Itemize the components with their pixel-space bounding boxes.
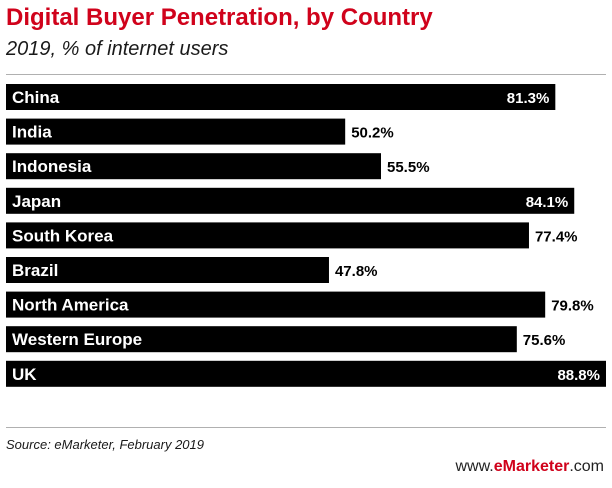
value-label: 88.8% <box>557 367 600 384</box>
value-label: 55.5% <box>387 159 430 176</box>
bar-south-korea <box>6 222 529 249</box>
value-label: 50.2% <box>351 125 394 142</box>
category-label: China <box>12 88 60 107</box>
top-divider <box>6 74 606 75</box>
category-label: Indonesia <box>12 157 92 176</box>
category-label: India <box>12 123 52 142</box>
category-label: UK <box>12 365 37 384</box>
bottom-divider <box>6 427 606 428</box>
chart-subtitle: 2019, % of internet users <box>6 38 229 60</box>
value-label: 77.4% <box>535 228 578 245</box>
value-label: 79.8% <box>551 298 594 315</box>
value-label: 81.3% <box>507 90 550 107</box>
brand-url: www.eMarketer.com <box>455 458 604 476</box>
value-label: 47.8% <box>335 263 378 280</box>
chart-title: Digital Buyer Penetration, by Country <box>6 4 433 31</box>
bar-brazil <box>6 257 329 283</box>
brand-suffix: .com <box>569 458 604 475</box>
category-label: Japan <box>12 192 61 211</box>
bar-western-europe <box>6 326 517 353</box>
bar-indonesia <box>6 153 381 180</box>
category-label: North America <box>12 296 129 315</box>
source-note: Source: eMarketer, February 2019 <box>6 437 204 452</box>
category-label: South Korea <box>12 226 114 245</box>
category-label: Brazil <box>12 261 58 280</box>
bar-china <box>6 84 556 110</box>
bar-chart: China 81.3% India 50.2% Indonesia 55.5% Japan 8… <box>6 84 606 387</box>
bar-north-america <box>6 291 546 318</box>
value-label: 84.1% <box>526 194 569 211</box>
brand-prefix: www. <box>455 458 494 475</box>
category-label: Western Europe <box>12 330 142 349</box>
bar-japan <box>6 187 575 214</box>
value-label: 75.6% <box>523 332 566 349</box>
brand-name: eMarketer <box>493 458 570 475</box>
bar-india <box>6 118 346 145</box>
bar-uk <box>6 360 606 387</box>
